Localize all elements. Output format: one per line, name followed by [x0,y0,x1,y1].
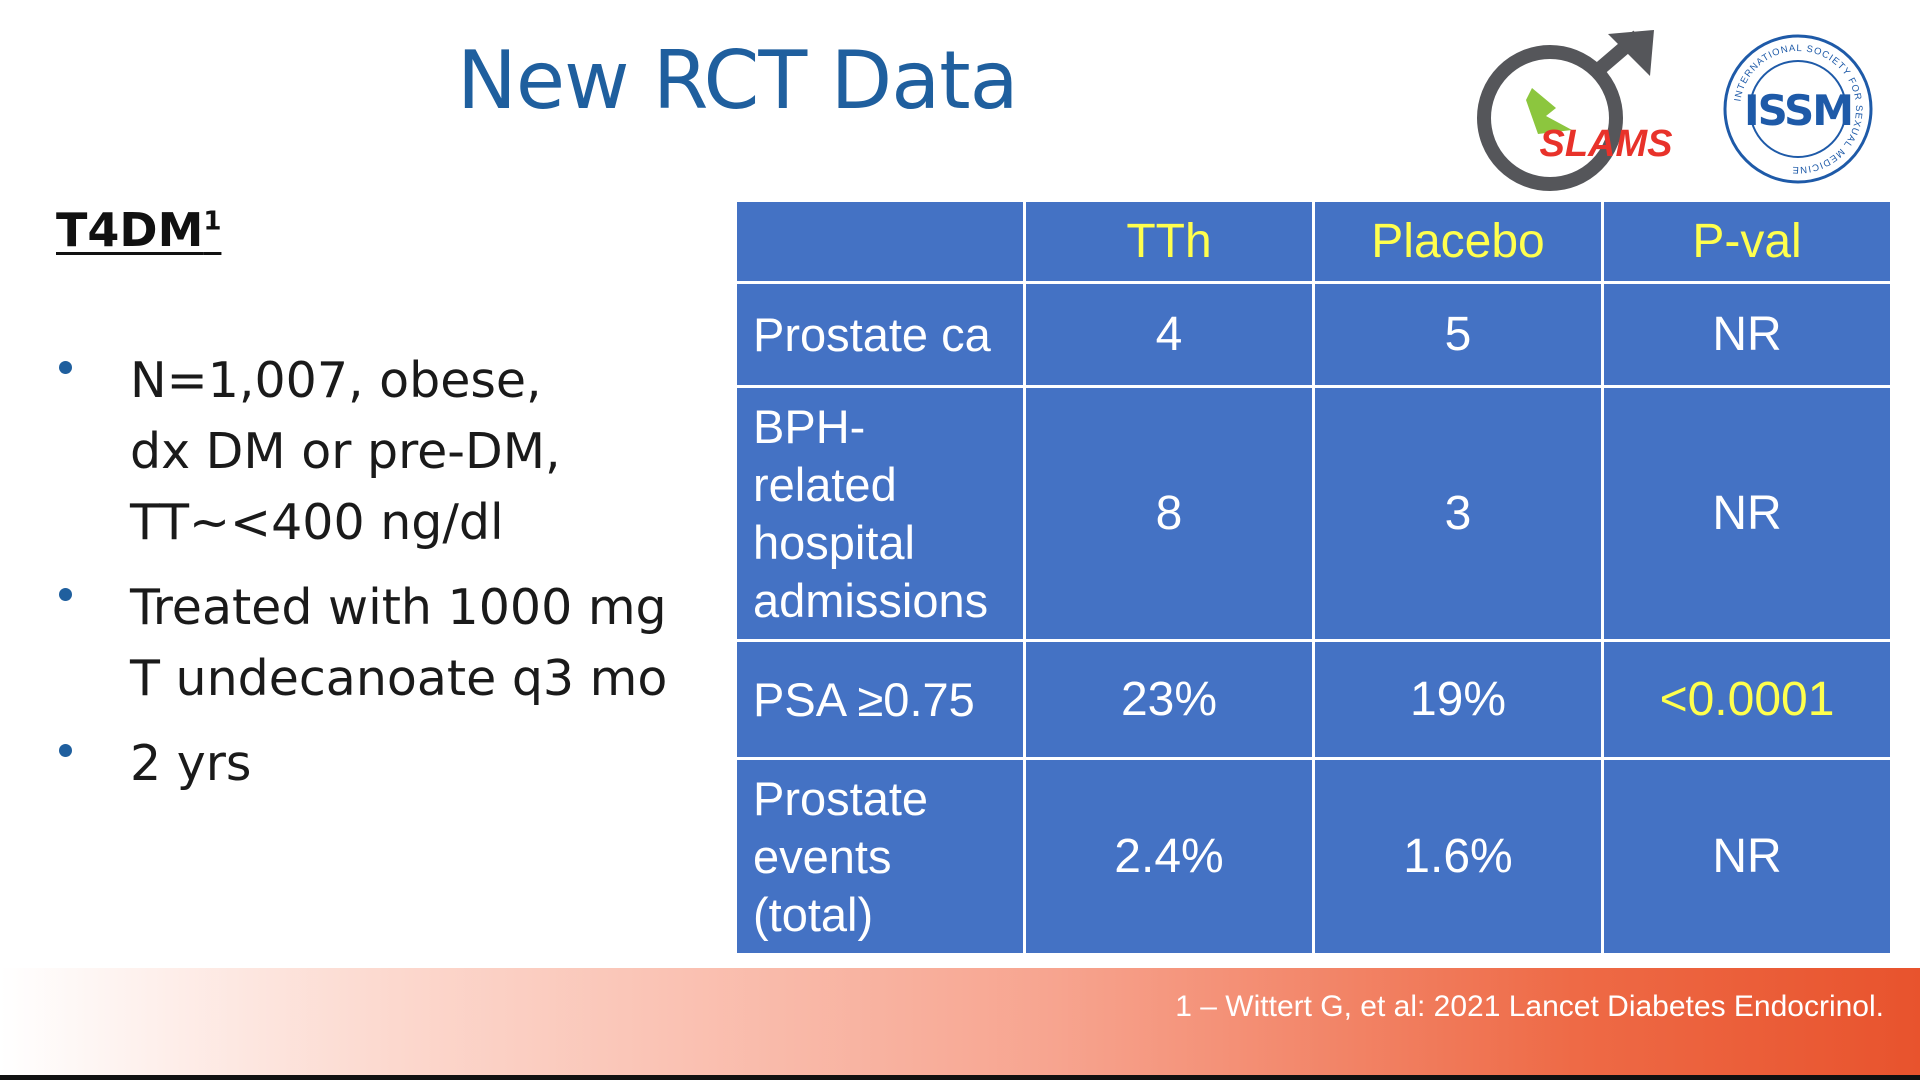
row-label: PSA ≥0.75 [734,639,1026,760]
footer-band [0,968,1920,1075]
table-cell: 1.6% [1312,757,1604,956]
results-table: TTh Placebo P-val Prostate ca 4 5 NR BPH… [734,199,1893,956]
study-heading-text: T4DM [56,203,204,257]
table-cell: NR [1601,757,1893,956]
header-cell-tth: TTh [1023,199,1315,284]
study-heading: T4DM1 [56,203,221,257]
bullet-line: Treated with 1000 mg [130,579,667,636]
row-label-line: hospital [753,515,915,569]
row-label-line: events [753,829,892,883]
footnote-citation: 1 – Wittert G, et al: 2021 Lancet Diabet… [1175,990,1884,1023]
issm-logo-text: ISSM [1744,86,1852,135]
bullet-line: 2 yrs [130,735,252,792]
header-cell-empty [734,199,1026,284]
bullet-item: N=1,007, obese, dx DM or pre-DM, TT~<400… [56,345,696,558]
row-label-line: PSA ≥0.75 [753,672,975,726]
study-bullets: N=1,007, obese, dx DM or pre-DM, TT~<400… [56,345,696,813]
table-cell: 8 [1023,385,1315,642]
table-row: BPH- related hospital admissions 8 3 NR [734,385,1893,642]
bullet-line: N=1,007, obese, [130,352,542,409]
bottom-border [0,1075,1920,1080]
slams-logo: SLAMS [1477,30,1673,191]
table-cell-pvalue-highlight: <0.0001 [1601,639,1893,760]
row-label-line: related [753,457,897,511]
row-label: Prostate events (total) [734,757,1026,956]
row-label-line: admissions [753,573,989,627]
table-row: Prostate events (total) 2.4% 1.6% NR [734,757,1893,956]
table-cell: 2.4% [1023,757,1315,956]
bullet-line: TT~<400 ng/dl [130,494,504,551]
table-row: Prostate ca 4 5 NR [734,281,1893,388]
row-label: BPH- related hospital admissions [734,385,1026,642]
table-row: PSA ≥0.75 23% 19% <0.0001 [734,639,1893,760]
table-cell: NR [1601,385,1893,642]
table-cell: 19% [1312,639,1604,760]
table-header-row: TTh Placebo P-val [734,199,1893,284]
bullet-item: Treated with 1000 mg T undecanoate q3 mo [56,572,696,714]
bullet-dot-icon [59,744,72,757]
header-cell-pval: P-val [1601,199,1893,284]
bullet-line: T undecanoate q3 mo [130,650,668,707]
row-label-line: (total) [753,887,874,941]
slide-title: New RCT Data [457,34,1019,127]
slams-logo-text: SLAMS [1540,123,1673,165]
table-cell: NR [1601,281,1893,388]
table-cell: 5 [1312,281,1604,388]
table-cell: 3 [1312,385,1604,642]
row-label-line: BPH- [753,399,866,453]
bullet-item: 2 yrs [56,728,696,799]
header-cell-placebo: Placebo [1312,199,1604,284]
table-cell: 4 [1023,281,1315,388]
bullet-dot-icon [59,588,72,601]
bullet-dot-icon [59,361,72,374]
study-heading-footnote-marker: 1 [203,206,222,237]
row-label: Prostate ca [734,281,1026,388]
issm-logo: INTERNATIONAL SOCIETY FOR SEXUAL MEDICIN… [1723,34,1873,184]
bullet-line: dx DM or pre-DM, [130,423,561,480]
row-label-line: Prostate ca [753,307,991,361]
row-label-line: Prostate [753,771,929,825]
table-cell: 23% [1023,639,1315,760]
